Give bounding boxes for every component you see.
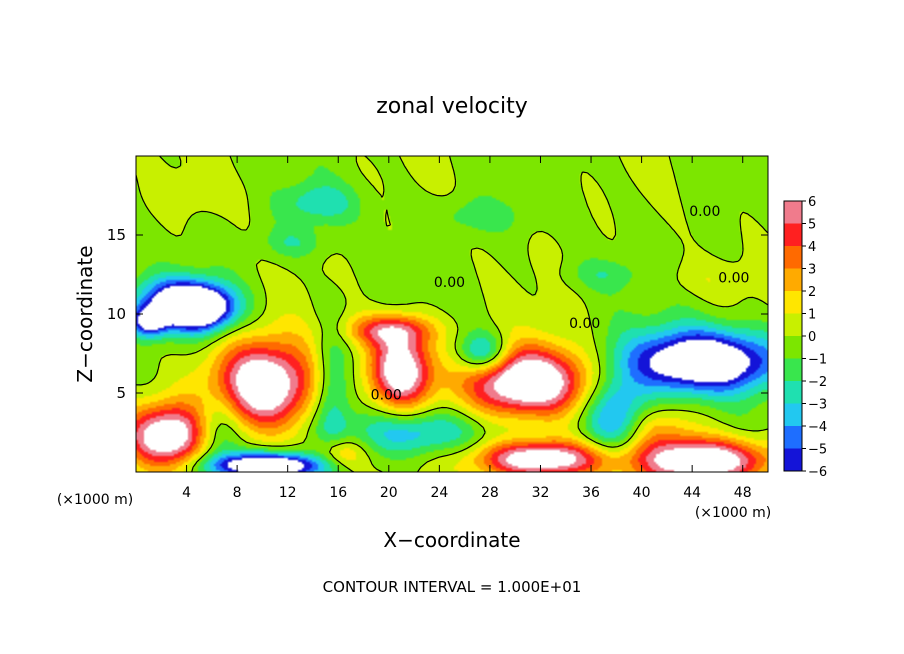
x-tick-label: 12 (279, 485, 297, 501)
x-tick-label: 20 (380, 485, 398, 501)
colorbar-swatch (784, 223, 802, 247)
x-tick-label: 44 (683, 485, 701, 501)
heatmap-image (136, 156, 768, 472)
colorbar-swatch (784, 403, 802, 427)
x-axis-label: X−coordinate (383, 528, 520, 552)
colorbar-label: −4 (808, 420, 827, 435)
y-axis-ticks: 5 10 15 (107, 226, 768, 402)
x-tick-label: 40 (633, 485, 651, 501)
colorbar-swatch (784, 336, 802, 359)
contour-zero-line (136, 156, 768, 472)
y-tick-label: 5 (116, 384, 126, 402)
y-tick-label: 15 (107, 226, 126, 244)
x-tick-label: 16 (329, 485, 347, 501)
colorbar-label: 2 (808, 285, 816, 300)
colorbar-label: 0 (808, 330, 816, 345)
colorbar-label: 1 (808, 308, 816, 323)
heatmap-field (136, 156, 768, 472)
contour-interval-note: CONTOUR INTERVAL = 1.000E+01 (323, 578, 582, 596)
colorbar: 6 5 4 3 2 1 0 −1 −2 −3 −4 −5 −6 (783, 195, 827, 480)
y-tick-label: 10 (107, 305, 126, 323)
contour-label: 0.00 (718, 270, 749, 286)
colorbar-label: 4 (808, 240, 816, 255)
x-tick-label: 4 (182, 485, 191, 501)
colorbar-label: −6 (808, 465, 827, 480)
x-unit-right: (×1000 m) (695, 505, 771, 521)
x-tick-label: 28 (481, 485, 499, 501)
x-tick-label: 48 (734, 485, 752, 501)
x-unit-left: (×1000 m) (57, 492, 133, 508)
colorbar-swatch (784, 358, 802, 382)
x-tick-label: 8 (233, 485, 242, 501)
chart-title: zonal velocity (376, 94, 528, 119)
colorbar-label: 5 (808, 218, 816, 233)
contour-label: 0.00 (689, 204, 720, 220)
zero-contour-lines (136, 156, 768, 472)
colorbar-swatch (784, 448, 802, 472)
colorbar-label: −3 (808, 398, 827, 413)
colorbar-label: −1 (808, 353, 827, 368)
x-tick-label: 32 (532, 485, 550, 501)
colorbar-swatch (784, 246, 802, 269)
x-tick-label: 36 (582, 485, 600, 501)
colorbar-swatch (784, 201, 802, 224)
colorbar-swatch (784, 291, 802, 314)
contour-label: 0.00 (371, 387, 402, 403)
colorbar-swatch (784, 426, 802, 449)
contour-label: 0.00 (569, 316, 600, 332)
x-tick-label: 24 (430, 485, 448, 501)
contour-label: 0.00 (434, 275, 465, 291)
colorbar-label: −5 (808, 443, 827, 458)
colorbar-label: 3 (808, 263, 816, 278)
colorbar-swatch (784, 313, 802, 337)
colorbar-swatch (784, 381, 802, 404)
colorbar-swatch (784, 268, 802, 292)
colorbar-label: −2 (808, 375, 827, 390)
x-axis-ticks: 4 8 12 16 20 24 28 32 36 40 44 48 (182, 156, 752, 501)
colorbar-label: 6 (808, 195, 816, 210)
y-axis-label: Z−coordinate (73, 245, 97, 382)
contour-labels: 0.00 0.00 0.00 0.00 0.00 (371, 204, 750, 403)
